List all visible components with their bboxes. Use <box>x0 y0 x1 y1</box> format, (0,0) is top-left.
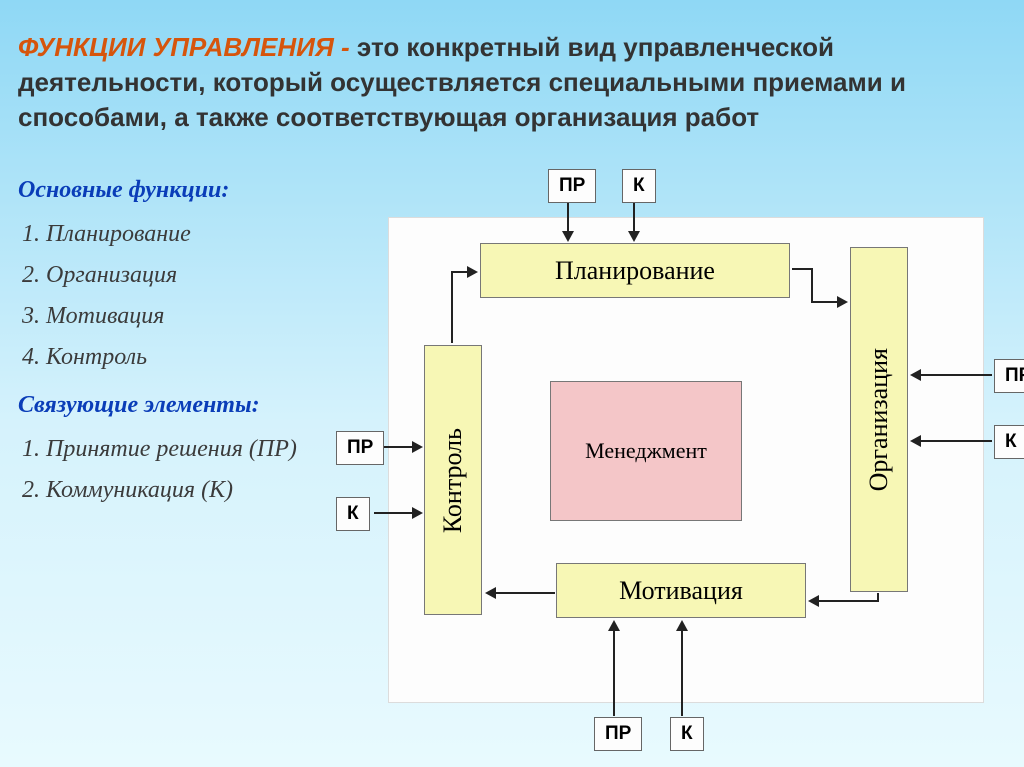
arrow <box>920 440 992 442</box>
list-item: Контроль <box>46 337 304 378</box>
tag-k: К <box>994 425 1024 459</box>
list-item: Коммуникация (К) <box>46 470 304 511</box>
node-org-label: Организация <box>864 348 894 491</box>
arrow <box>495 592 555 594</box>
node-org: Организация <box>850 247 908 592</box>
left-column: Основные функции: Планирование Организац… <box>18 163 304 525</box>
title: ФУНКЦИИ УПРАВЛЕНИЯ - это конкретный вид … <box>18 30 1006 135</box>
arrow-head-icon <box>808 595 819 607</box>
list-connectors: Принятие решения (ПР) Коммуникация (К) <box>18 429 304 511</box>
node-motivation: Мотивация <box>556 563 806 618</box>
arrow <box>681 630 683 716</box>
arrow <box>374 512 414 514</box>
list-item: Планирование <box>46 214 304 255</box>
arrow <box>633 203 635 233</box>
arrow <box>792 268 812 270</box>
arrow <box>920 374 992 376</box>
arrow <box>811 268 813 302</box>
arrow <box>567 203 569 233</box>
arrow <box>811 301 839 303</box>
tag-pr: ПР <box>548 169 596 203</box>
arrow-head-icon <box>485 587 496 599</box>
arrow <box>384 446 414 448</box>
node-plan: Планирование <box>480 243 790 298</box>
tag-pr: ПР <box>336 431 384 465</box>
node-control: Контроль <box>424 345 482 615</box>
list-item: Мотивация <box>46 296 304 337</box>
tag-pr: ПР <box>594 717 642 751</box>
arrow-head-icon <box>412 441 423 453</box>
list-functions: Планирование Организация Мотивация Контр… <box>18 214 304 378</box>
arrow-head-icon <box>628 231 640 242</box>
heading-functions: Основные функции: <box>18 177 304 204</box>
arrow-head-icon <box>467 266 478 278</box>
arrow-head-icon <box>562 231 574 242</box>
title-highlight: ФУНКЦИИ УПРАВЛЕНИЯ - <box>18 32 357 62</box>
arrow-head-icon <box>412 507 423 519</box>
arrow-head-icon <box>608 620 620 631</box>
arrow-head-icon <box>676 620 688 631</box>
arrow-head-icon <box>837 296 848 308</box>
arrow <box>451 272 453 343</box>
arrow <box>818 600 879 602</box>
list-item: Принятие решения (ПР) <box>46 429 304 470</box>
heading-connectors: Связующие элементы: <box>18 392 304 419</box>
tag-k: К <box>622 169 656 203</box>
arrow-head-icon <box>910 435 921 447</box>
tag-pr: ПР <box>994 359 1024 393</box>
node-management: Менеджмент <box>550 381 742 521</box>
tag-k: К <box>670 717 704 751</box>
tag-k: К <box>336 497 370 531</box>
diagram: Планирование Контроль Менеджмент Организ… <box>332 163 1006 525</box>
node-control-label: Контроль <box>438 428 468 533</box>
arrow <box>613 630 615 716</box>
list-item: Организация <box>46 255 304 296</box>
arrow-head-icon <box>910 369 921 381</box>
